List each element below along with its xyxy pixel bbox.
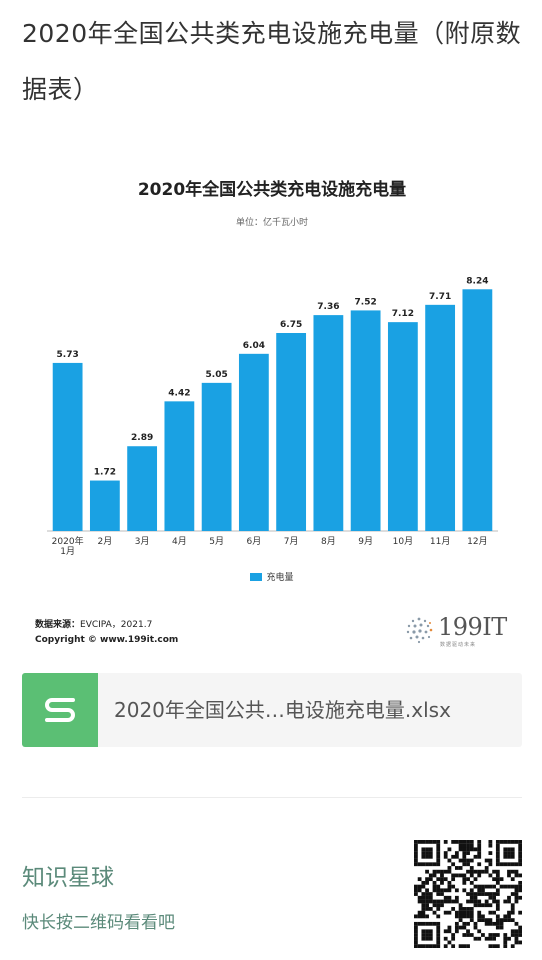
x-tick-label: 2020年 — [52, 535, 84, 547]
bar — [164, 401, 195, 531]
data-label: 7.12 — [392, 309, 414, 319]
x-tick-label: 4月 — [172, 536, 187, 547]
bar — [425, 304, 456, 531]
chart-legend: 充电量 — [22, 570, 522, 583]
x-tick-label: 10月 — [393, 536, 413, 547]
spreadsheet-s-icon — [22, 673, 98, 747]
data-label: 7.36 — [317, 302, 339, 312]
data-label: 6.04 — [243, 341, 265, 351]
bar — [313, 315, 344, 531]
logo-text: 199IT — [438, 613, 507, 641]
attachment-card[interactable]: 2020年全国公共…电设施充电量.xlsx — [22, 673, 522, 747]
bar — [387, 322, 418, 531]
data-source: 数据来源：EVCIPA，2021.7 Copyright © www.199it… — [35, 618, 178, 648]
bar — [127, 446, 158, 531]
legend-swatch — [250, 572, 263, 581]
data-label: 5.05 — [206, 370, 228, 380]
x-tick-label: 11月 — [430, 536, 450, 547]
qr-tip-text: 快长按二维码看看吧 — [22, 913, 175, 933]
source-value: EVCIPA，2021.7 — [80, 620, 153, 630]
bar — [201, 382, 232, 531]
legend-label: 充电量 — [266, 573, 294, 583]
data-label: 8.24 — [466, 276, 488, 286]
data-label: 5.73 — [57, 350, 79, 360]
x-tick-label: 3月 — [135, 536, 150, 547]
chart-title: 2020年全国公共类充电设施充电量 — [137, 180, 407, 200]
x-tick-label: 2月 — [98, 536, 113, 547]
logo-subtext: 数据驱动未来 — [440, 642, 477, 648]
globe-dots-icon — [406, 617, 433, 644]
knowledge-planet-title: 知识星球 — [22, 865, 114, 891]
x-tick-label: 7月 — [284, 536, 299, 547]
bar — [89, 480, 120, 531]
data-label: 7.71 — [429, 292, 451, 302]
data-label: 7.52 — [355, 297, 377, 307]
copyright-text: Copyright © www.199it.com — [35, 635, 179, 645]
qr-code-image[interactable] — [414, 840, 522, 948]
chart-subtitle: 单位：亿千瓦小时 — [235, 218, 308, 228]
page-title: 2020年全国公共类充电设施充电量（附原数据表） — [22, 19, 522, 104]
chart-card: 2020年全国公共类充电设施充电量 单位：亿千瓦小时 5.73 2020年 1月 1.… — [22, 175, 522, 655]
bar — [350, 310, 381, 531]
attachment-filename[interactable]: 2020年全国公共…电设施充电量.xlsx — [114, 698, 451, 722]
x-tick-label: 8月 — [321, 536, 336, 547]
bar — [52, 362, 83, 531]
bar — [276, 333, 307, 531]
data-label: 6.75 — [280, 320, 302, 330]
x-tick-label: 1月 — [60, 546, 75, 557]
x-tick-label: 12月 — [467, 536, 487, 547]
x-tick-label: 5月 — [209, 536, 224, 547]
data-label: 4.42 — [168, 388, 190, 398]
data-label: 2.89 — [131, 433, 153, 443]
divider — [22, 797, 522, 798]
199it-logo: 199IT 数据驱动未来 — [404, 613, 514, 649]
data-label: 1.72 — [94, 468, 116, 478]
x-tick-label: 9月 — [358, 536, 373, 547]
bar — [238, 353, 269, 531]
bar — [462, 289, 493, 531]
x-tick-label: 6月 — [247, 536, 262, 547]
source-label: 数据来源： — [35, 620, 81, 630]
